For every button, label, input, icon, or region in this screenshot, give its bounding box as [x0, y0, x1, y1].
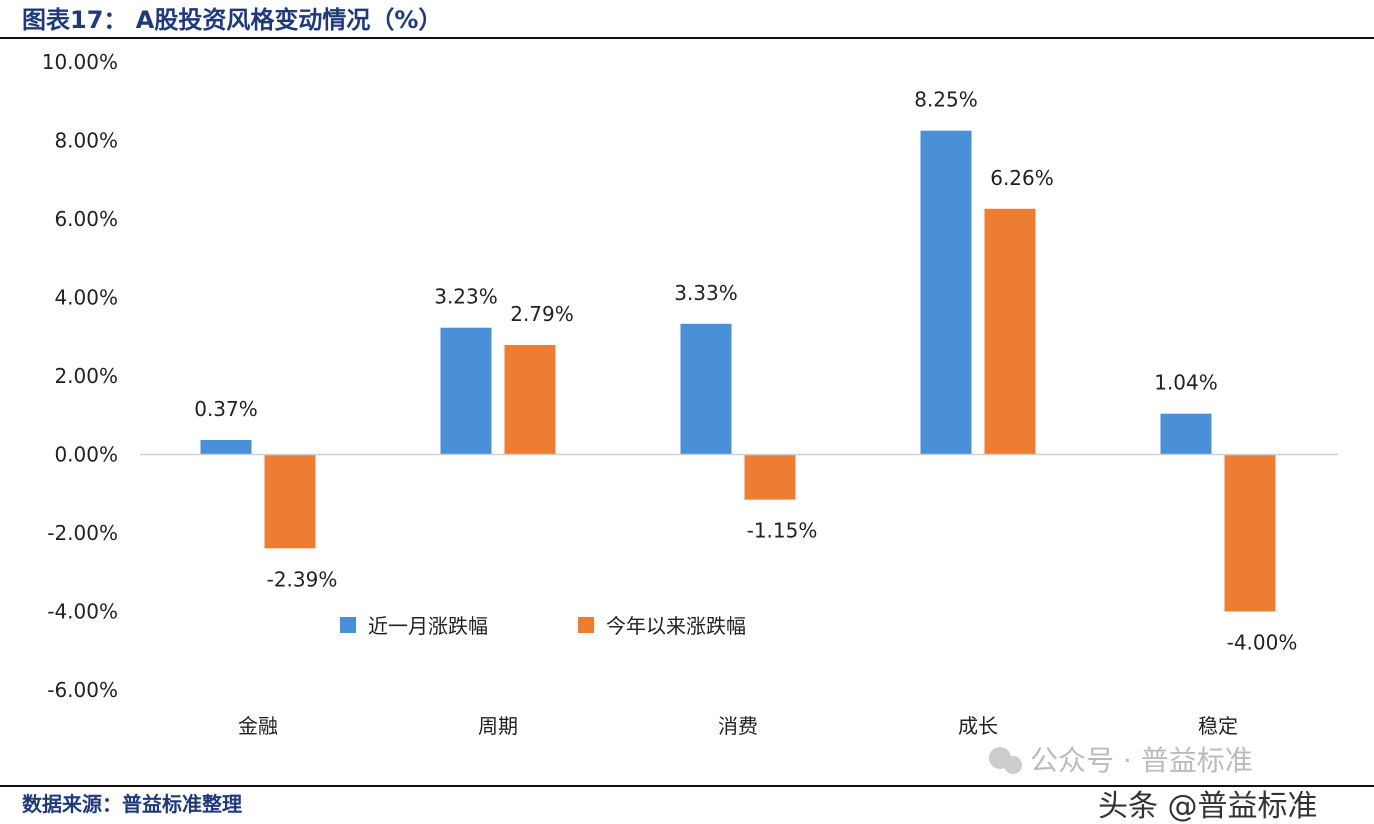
- bar-ytd: [984, 208, 1036, 455]
- y-tick-label: 0.00%: [54, 443, 118, 467]
- bar-ytd: [504, 344, 556, 455]
- x-tick-label: 稳定: [1198, 714, 1238, 738]
- y-tick-label: 4.00%: [54, 286, 118, 310]
- bar-ytd: [1224, 454, 1276, 612]
- data-label: 2.79%: [510, 302, 574, 326]
- data-label: -4.00%: [1227, 631, 1298, 655]
- data-label: 8.25%: [914, 88, 978, 112]
- bar-month: [680, 323, 732, 455]
- watermark-line1: 公众号 · 普益标准: [1030, 744, 1253, 777]
- legend-label: 近一月涨跌幅: [368, 614, 488, 638]
- bar-month: [200, 439, 252, 455]
- chart-title: 图表17： A股投资风格变动情况（%）: [22, 6, 442, 34]
- bar-ytd: [744, 454, 796, 500]
- data-label: 6.26%: [990, 166, 1054, 190]
- y-tick-label: -4.00%: [47, 600, 118, 624]
- y-tick-label: 8.00%: [54, 129, 118, 153]
- y-tick-label: 2.00%: [54, 364, 118, 388]
- source-note: 数据来源：普益标准整理: [22, 792, 242, 816]
- y-tick-label: 10.00%: [42, 50, 118, 74]
- y-tick-label: -6.00%: [47, 678, 118, 702]
- legend-label: 今年以来涨跌幅: [606, 614, 746, 638]
- legend-swatch: [340, 617, 356, 633]
- bar-month: [920, 130, 972, 455]
- legend: 近一月涨跌幅 今年以来涨跌幅: [340, 614, 746, 638]
- data-label: 1.04%: [1154, 371, 1218, 395]
- x-tick-label: 周期: [478, 714, 518, 738]
- bar-month: [440, 327, 492, 455]
- bar-month: [1160, 413, 1212, 455]
- y-tick-label: 6.00%: [54, 207, 118, 231]
- data-label: -2.39%: [267, 567, 338, 591]
- legend-swatch: [578, 617, 594, 633]
- x-tick-label: 消费: [718, 714, 758, 738]
- bar-ytd: [264, 454, 316, 549]
- data-label: 0.37%: [194, 397, 258, 421]
- bars: 0.37% -2.39% 3.23% 2.79% 3.33% -1.15% 8.25% 6.2…: [194, 88, 1297, 655]
- data-label: -1.15%: [747, 519, 818, 543]
- data-label: 3.23%: [434, 285, 498, 309]
- x-axis: 金融 周期 消费 成长 稳定: [238, 714, 1238, 738]
- y-axis: 10.00% 8.00% 6.00% 4.00% 2.00% 0.00% -2.00% -4.…: [42, 50, 118, 702]
- x-tick-label: 金融: [238, 714, 278, 738]
- data-label: 3.33%: [674, 281, 738, 305]
- watermark-line2: 头条 @普益标准: [1098, 789, 1318, 824]
- x-tick-label: 成长: [958, 714, 998, 738]
- y-tick-label: -2.00%: [47, 521, 118, 545]
- watermark: 公众号 · 普益标准 头条 @普益标准: [989, 744, 1318, 824]
